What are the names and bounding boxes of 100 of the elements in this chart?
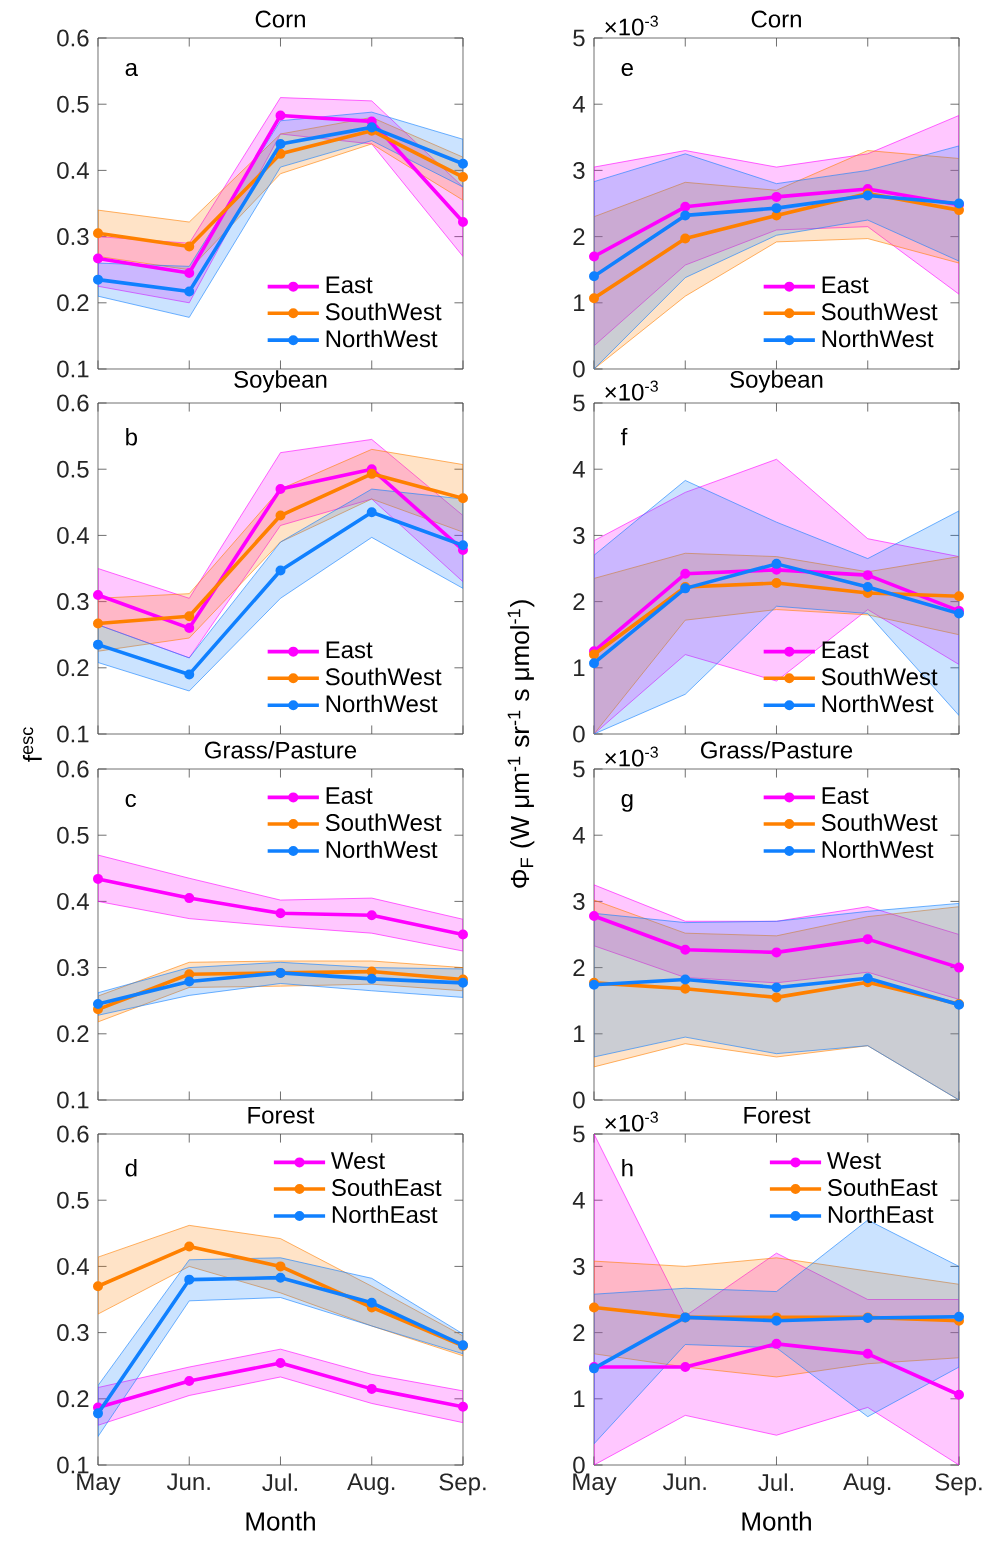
y-tick-label: 1 [574,294,585,312]
y-tick-label: 0.6 [57,760,89,778]
annotation: d [125,1158,137,1177]
y-tick-label: 0 [573,360,585,378]
x-tick-label: Jun. [662,1473,706,1491]
y-tick-label: 1 [574,1390,585,1408]
y-tick-label: 0.4 [57,1257,89,1275]
chart-title: Soybean [234,370,327,393]
y-tick-label: 1 [574,1025,585,1043]
legend-label: NorthEast [828,1205,934,1224]
chart-title: Corn [751,10,801,28]
y-tick-label: 0.1 [57,725,89,743]
y-tick-label: 5 [573,394,585,412]
legend-label: SouthWest [821,667,938,686]
y-tick-label: 3 [573,526,585,544]
y-tick-label: 3 [573,161,585,179]
x-tick-label: May [573,1473,617,1495]
y-tick-label: 0.2 [57,1025,89,1043]
y-tick-label: 5 [573,29,585,47]
legend-label: NorthWest [326,840,438,859]
annotation: e [621,62,633,77]
legend-label: NorthWest [822,694,934,713]
text: ×10$^{-3}$ [605,746,658,767]
y-tick-label: 0.5 [57,826,89,844]
y-tick-label: 4 [572,460,585,478]
legend-label: West [827,1152,881,1170]
text: ×10$^{-3}$ [605,380,658,401]
legend-label: East [326,641,373,659]
y-tick-label: 2 [573,959,585,976]
y-tick-label: 0.2 [57,659,89,677]
x-tick-label: Aug. [347,1473,395,1495]
y-tick-label: 0.1 [57,1456,89,1474]
chart-title: Grass/Pasture [204,741,357,759]
legend-label: NorthWest [822,329,934,348]
y-tick-label: 0.4 [57,526,89,544]
x-tick-label: Sep. [439,1473,486,1496]
y-tick-label: 0.5 [57,95,89,113]
x-tick-label: Jul. [262,1473,297,1492]
text: ×10$^{-3}$ [605,15,658,36]
annotation: c [125,793,136,808]
legend-label: East [822,787,869,805]
text: Φ$_{F}$ (W μm$^{-1}$ sr$^{-1}$ s μmol$^{-1}$) [507,600,535,888]
y-tick-label: 0.3 [57,228,89,246]
y-tick-label: 0.3 [57,593,89,611]
legend-label: SouthEast [828,1178,938,1197]
annotation: h [622,1158,633,1177]
annotation: a [125,62,138,77]
y-tick-label: 2 [573,1324,585,1341]
legend-label: SouthWest [821,302,938,321]
y-tick-label: 2 [573,228,585,245]
chart-title: Soybean [730,370,823,393]
y-tick-label: 0.1 [57,360,89,378]
annotation: f [621,427,628,446]
legend-label: NorthWest [326,329,438,348]
y-tick-label: 0.4 [57,161,89,179]
y-tick-label: 3 [573,1257,585,1275]
legend-label: NorthWest [326,694,438,713]
x-tick-label: May [77,1473,121,1495]
chart-title: Grass/Pasture [701,741,853,759]
y-tick-label: 0 [573,1456,585,1474]
y-tick-label: 3 [573,892,585,910]
chart-title: Corn [255,10,305,28]
y-tick-label: 5 [573,1125,585,1143]
legend-label: West [330,1152,385,1170]
y-tick-label: 0.5 [57,1191,89,1209]
legend-label: East [326,276,373,294]
y-tick-label: 0.2 [57,1390,89,1408]
legend-label: East [822,641,869,659]
legend-label: East [822,276,869,294]
y-tick-label: 4 [572,1191,585,1209]
chart-title: Forest [744,1106,811,1124]
y-tick-label: 0.4 [57,892,89,910]
legend-label: NorthEast [332,1205,438,1224]
legend-label: SouthWest [325,302,442,321]
legend-label: SouthWest [821,813,938,832]
y-tick-label: 5 [573,760,585,778]
y-tick-label: 0.2 [57,294,89,312]
y-tick-label: 0 [573,1091,585,1109]
y-tick-label: 0.5 [57,460,89,478]
y-tick-label: 0.3 [57,1324,89,1342]
text: ×10$^{-3}$ [605,1111,658,1132]
y-tick-label: 2 [573,593,585,610]
x-tick-label: Jul. [758,1473,793,1492]
y-tick-label: 0 [573,725,585,743]
y-tick-label: 4 [572,826,585,844]
y-tick-label: 0.6 [57,394,89,412]
x-tick-label: Aug. [843,1473,891,1495]
legend-label: SouthEast [332,1178,442,1197]
legend-label: NorthWest [822,840,934,859]
y-axis-title: f$^{esc}$ [22,727,42,762]
annotation: b [126,427,137,446]
y-tick-label: 0.6 [57,29,89,47]
x-tick-label: Jun. [166,1473,210,1491]
legend-label: SouthWest [325,813,442,832]
x-tick-label: Sep. [935,1473,982,1496]
y-tick-label: 0.6 [57,1125,89,1143]
legend-label: SouthWest [325,667,442,686]
y-tick-label: 4 [572,95,585,113]
legend-label: East [326,787,373,805]
y-tick-label: 0.1 [57,1091,89,1109]
